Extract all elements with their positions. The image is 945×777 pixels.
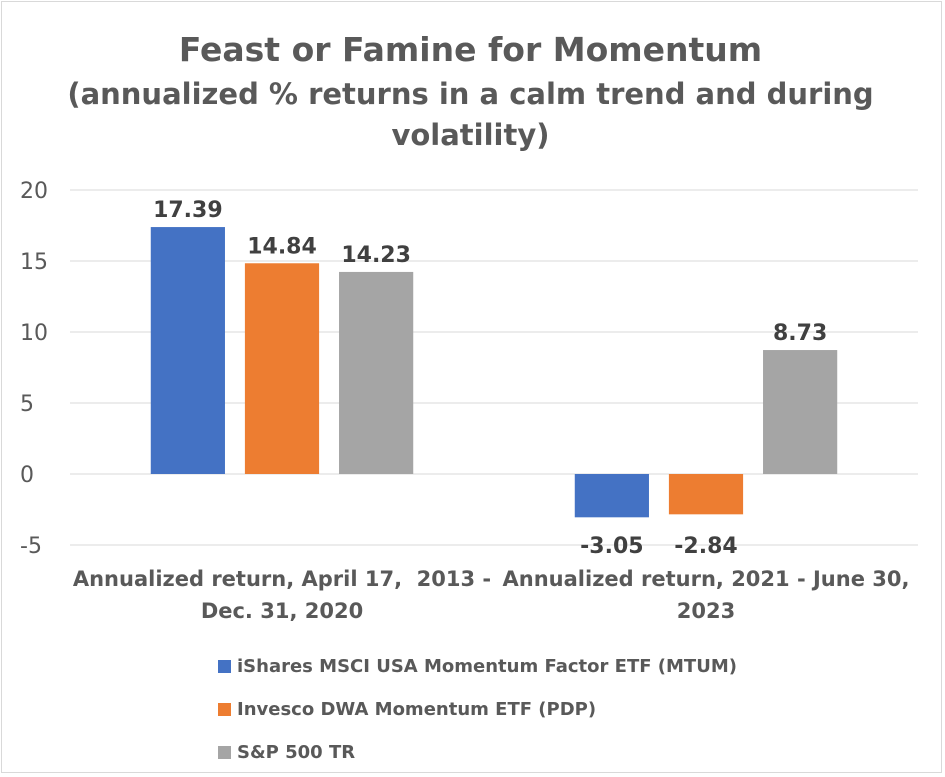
y-tick-label: 5 (20, 392, 34, 417)
y-tick-label: 0 (20, 463, 34, 488)
data-label: 14.23 (341, 243, 411, 268)
bar (574, 474, 649, 518)
legend-label: iShares MSCI USA Momentum Factor ETF (MT… (237, 655, 737, 677)
legend-swatch (218, 745, 231, 759)
y-tick-label: 10 (20, 321, 48, 346)
data-label: 14.84 (247, 234, 317, 259)
legend-item: Invesco DWA Momentum ETF (PDP) (218, 691, 737, 727)
y-tick-label: -5 (20, 534, 42, 559)
legend-label: Invesco DWA Momentum ETF (PDP) (237, 698, 597, 720)
bar (763, 350, 838, 474)
legend-item: S&P 500 TR (218, 734, 737, 770)
legend-item: iShares MSCI USA Momentum Factor ETF (MT… (218, 648, 737, 684)
chart-subtitle-line-1: (annualized % returns in a calm trend an… (67, 77, 874, 111)
data-label: 8.73 (773, 321, 827, 346)
category-label: Annualized return, 2021 - June 30, 2023 (502, 567, 910, 623)
data-label: -3.05 (580, 534, 643, 559)
legend-swatch (218, 702, 231, 716)
bar (244, 263, 320, 474)
chart-title: Feast or Famine for Momentum (178, 30, 763, 69)
data-label: -2.84 (674, 534, 737, 559)
y-tick-label: 20 (20, 179, 48, 204)
category-label: Annualized return, April 17, 2013 - Dec.… (72, 567, 492, 623)
y-tick-label: 15 (20, 250, 48, 275)
legend: iShares MSCI USA Momentum Factor ETF (MT… (218, 648, 737, 777)
bar (339, 271, 414, 474)
legend-swatch (218, 659, 231, 673)
chart-subtitle-line-2: volatility) (391, 118, 550, 152)
legend-label: S&P 500 TR (237, 741, 356, 763)
data-label: 17.39 (153, 198, 223, 223)
bar (150, 227, 225, 474)
bar (668, 474, 744, 515)
